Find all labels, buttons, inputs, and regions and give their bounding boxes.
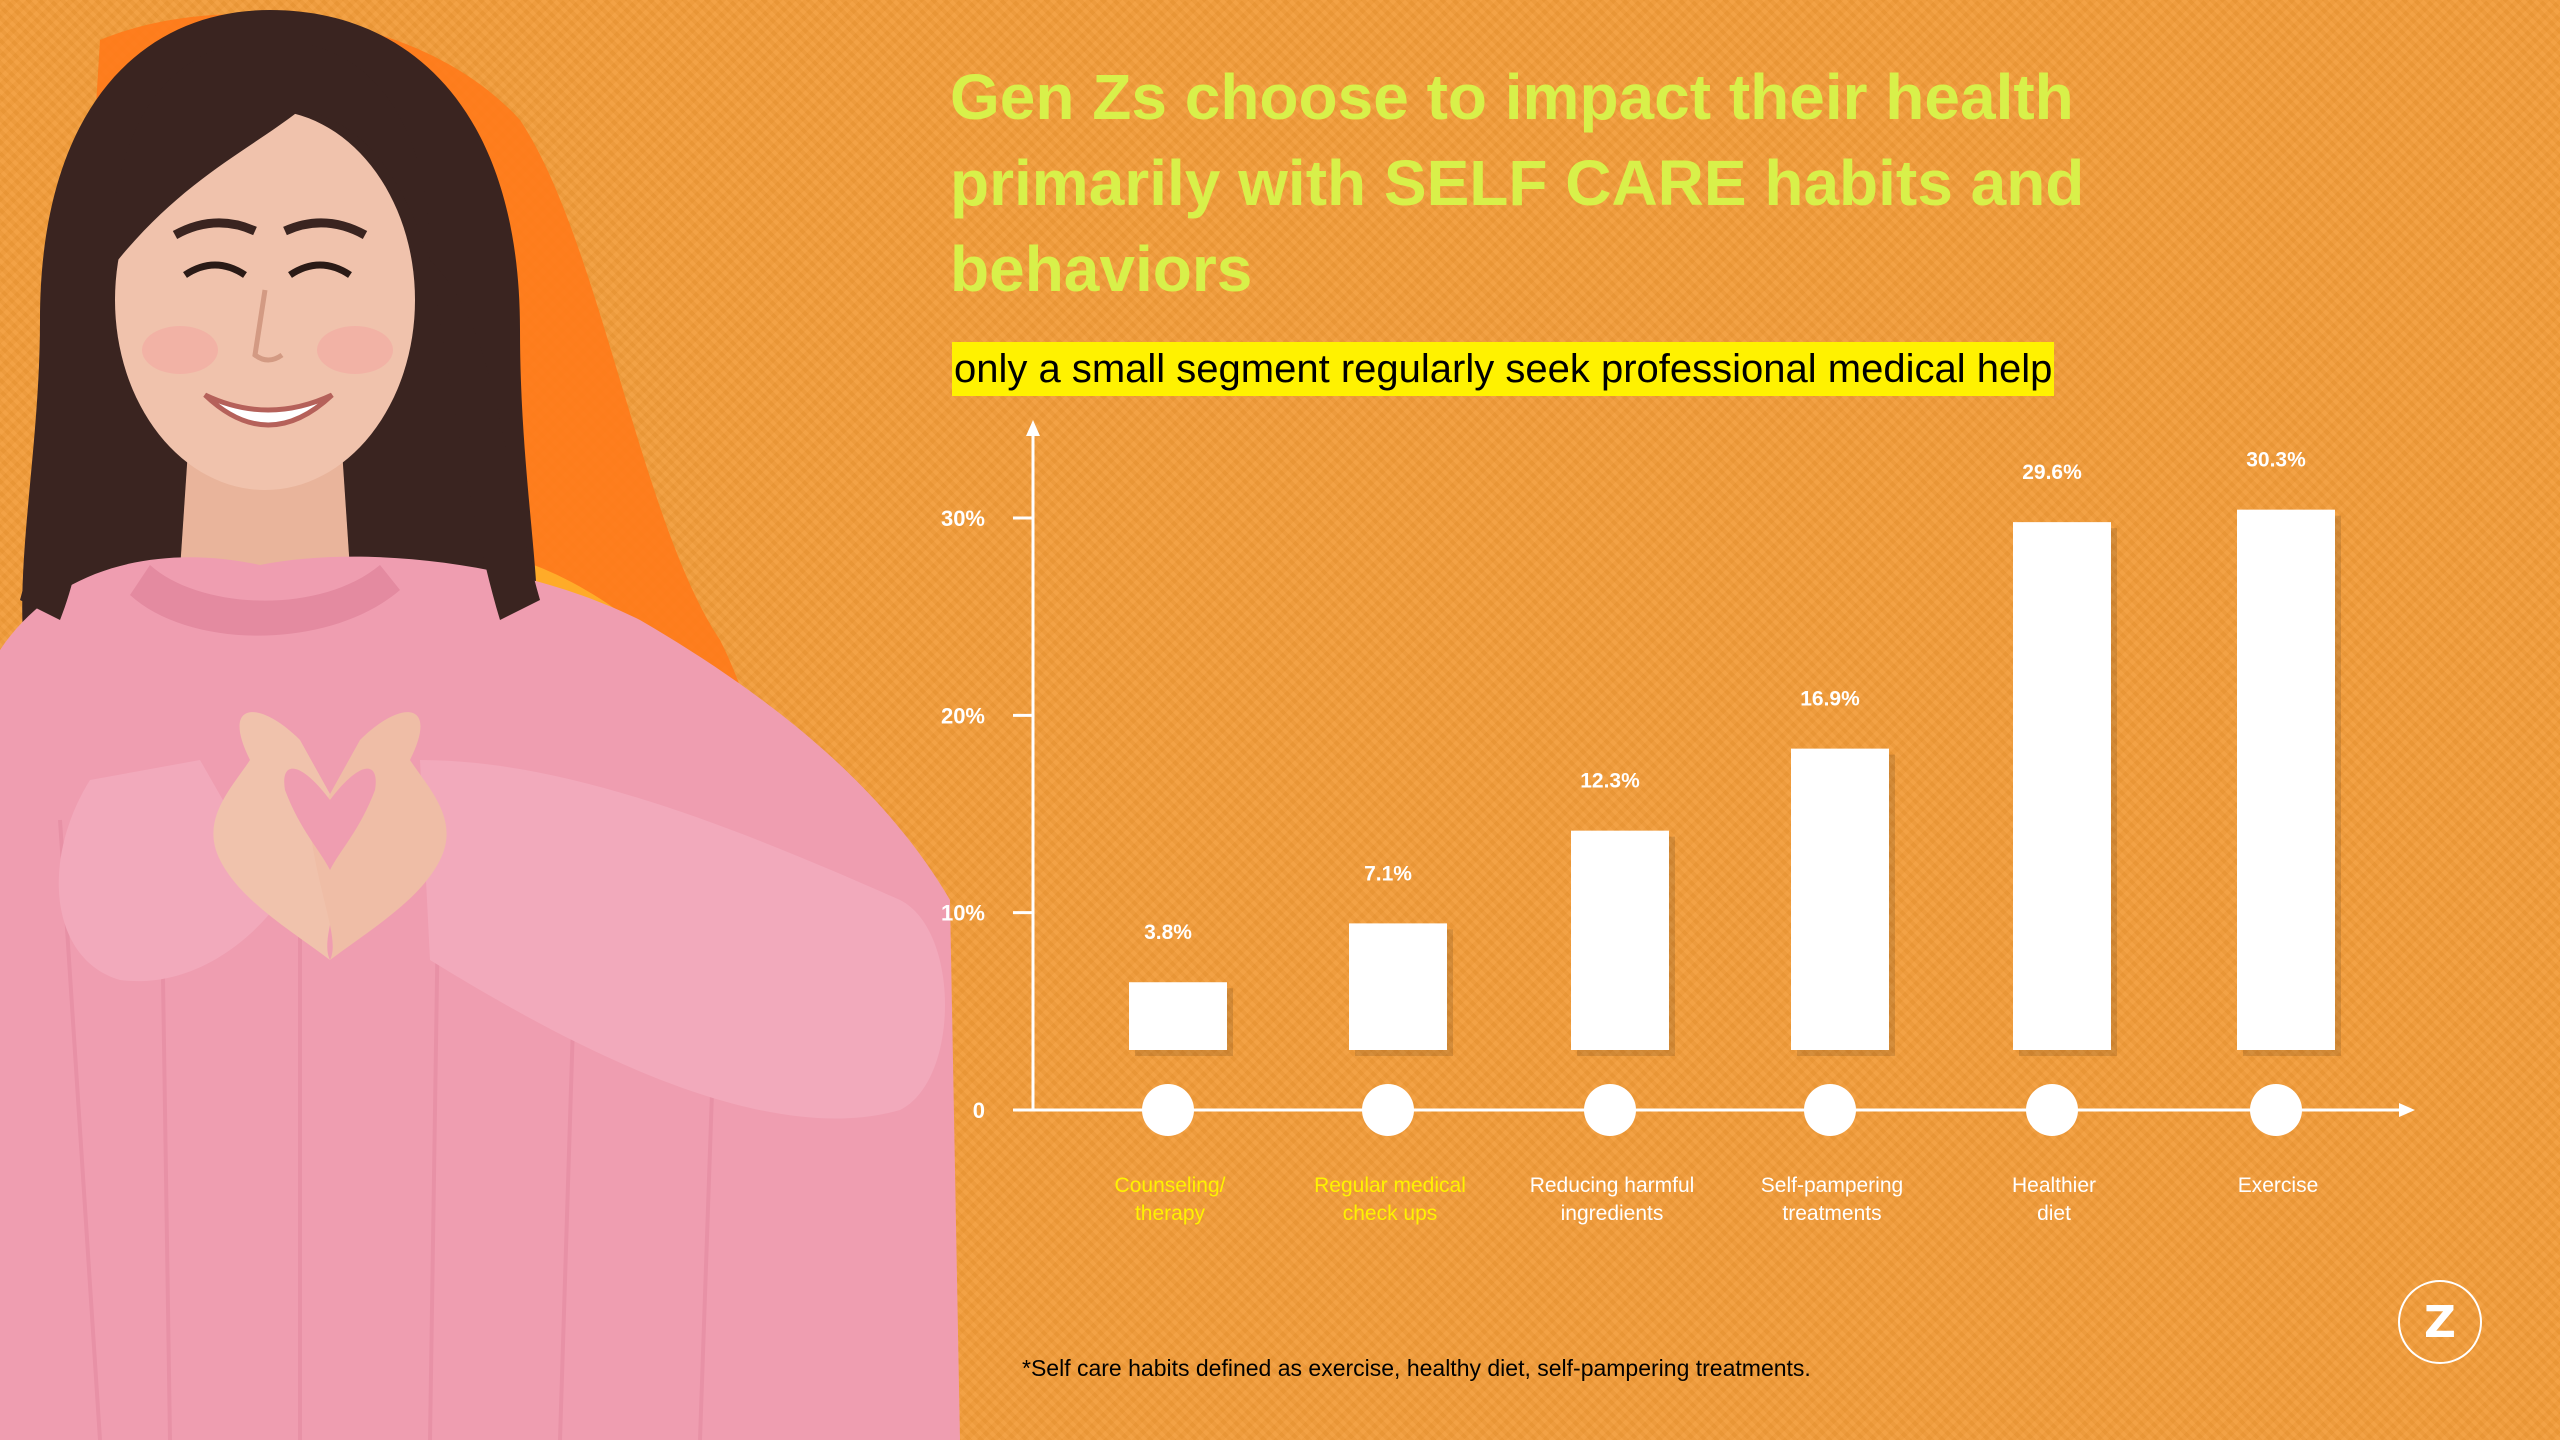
- category-marker-icon: [1804, 1084, 1856, 1136]
- bar-chart: 0 10% 20% 30% 3.8% Counseling/therapy 7.1% Regu…: [941, 420, 2415, 1225]
- slide-title: Gen Zs choose to impact their health pri…: [950, 61, 2085, 305]
- x-tick-label: Reducing harmful: [1530, 1174, 1695, 1197]
- slide-subtitle: only a small segment regularly seek prof…: [952, 342, 2055, 396]
- data-label: 30.3%: [2246, 449, 2306, 472]
- data-label: 7.1%: [1364, 862, 1412, 885]
- x-tick-label: Regular medical: [1314, 1174, 1466, 1197]
- x-tick-label: Exercise: [2238, 1174, 2319, 1197]
- bar: [2237, 509, 2335, 1050]
- data-label: 16.9%: [1800, 688, 1860, 711]
- x-tick-label: therapy: [1135, 1202, 1206, 1225]
- x-axis-arrow-icon: [2399, 1103, 2415, 1117]
- bar: [1791, 748, 1889, 1050]
- x-tick-label: Counseling/: [1115, 1174, 1226, 1197]
- y-tick-label: 30%: [941, 506, 985, 531]
- data-label: 12.3%: [1580, 770, 1640, 793]
- category-marker-icon: [2250, 1084, 2302, 1136]
- footnote: *Self care habits defined as exercise, h…: [1022, 1355, 1811, 1381]
- category-marker-icon: [1362, 1084, 1414, 1136]
- bar: [2013, 522, 2111, 1050]
- y-axis-arrow-icon: [1026, 420, 1040, 436]
- y-tick-label: 20%: [941, 703, 985, 728]
- data-label: 29.6%: [2022, 461, 2082, 484]
- x-tick-label: treatments: [1782, 1202, 1881, 1225]
- bar: [1349, 923, 1447, 1050]
- category-marker-icon: [1142, 1084, 1194, 1136]
- x-tick-label: ingredients: [1561, 1202, 1664, 1225]
- x-tick-label: Healthier: [2012, 1174, 2096, 1197]
- bar: [1571, 830, 1669, 1050]
- x-tick-label: diet: [2037, 1202, 2071, 1225]
- x-tick-label: Self-pampering: [1761, 1174, 1903, 1197]
- category-marker-icon: [1584, 1084, 1636, 1136]
- bar: [1129, 982, 1227, 1050]
- y-tick-label: 10%: [941, 901, 985, 926]
- z-logo-icon: Z: [2398, 1280, 2482, 1364]
- category-marker-icon: [2026, 1084, 2078, 1136]
- data-label: 3.8%: [1144, 921, 1192, 944]
- x-tick-label: check ups: [1343, 1202, 1438, 1225]
- woman-heart-hands-photo: [0, 10, 960, 1440]
- y-tick-label: 0: [973, 1098, 985, 1123]
